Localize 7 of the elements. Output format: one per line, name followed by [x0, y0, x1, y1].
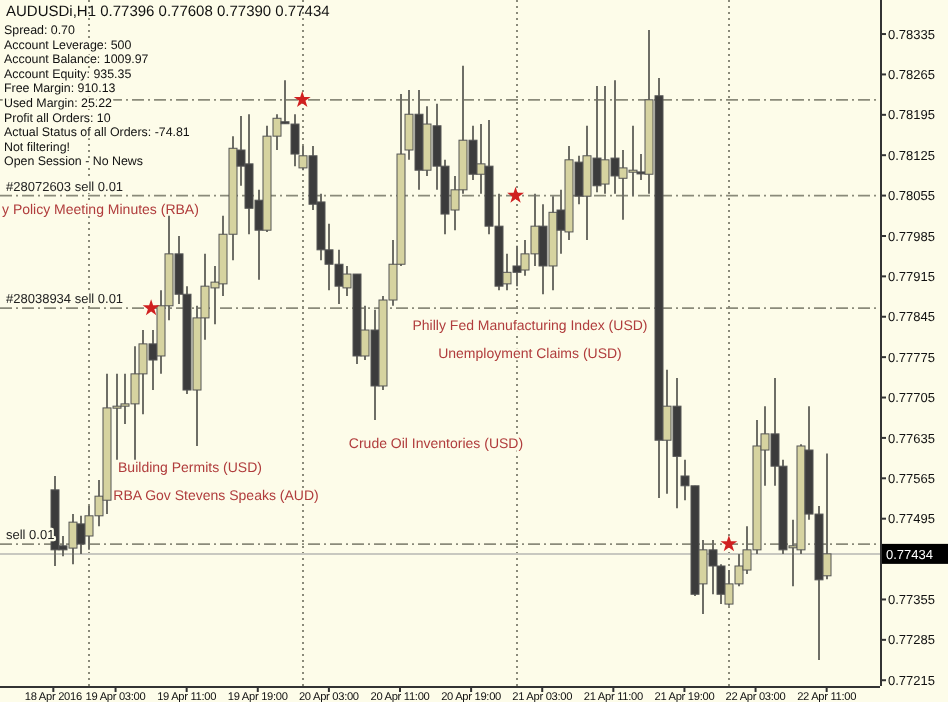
- candlestick: [244, 113, 254, 236]
- point: [293, 90, 311, 107]
- point: [507, 186, 524, 203]
- candlestick: [822, 452, 832, 581]
- point: [720, 535, 738, 552]
- point: [142, 299, 160, 316]
- candlestick: [76, 514, 86, 555]
